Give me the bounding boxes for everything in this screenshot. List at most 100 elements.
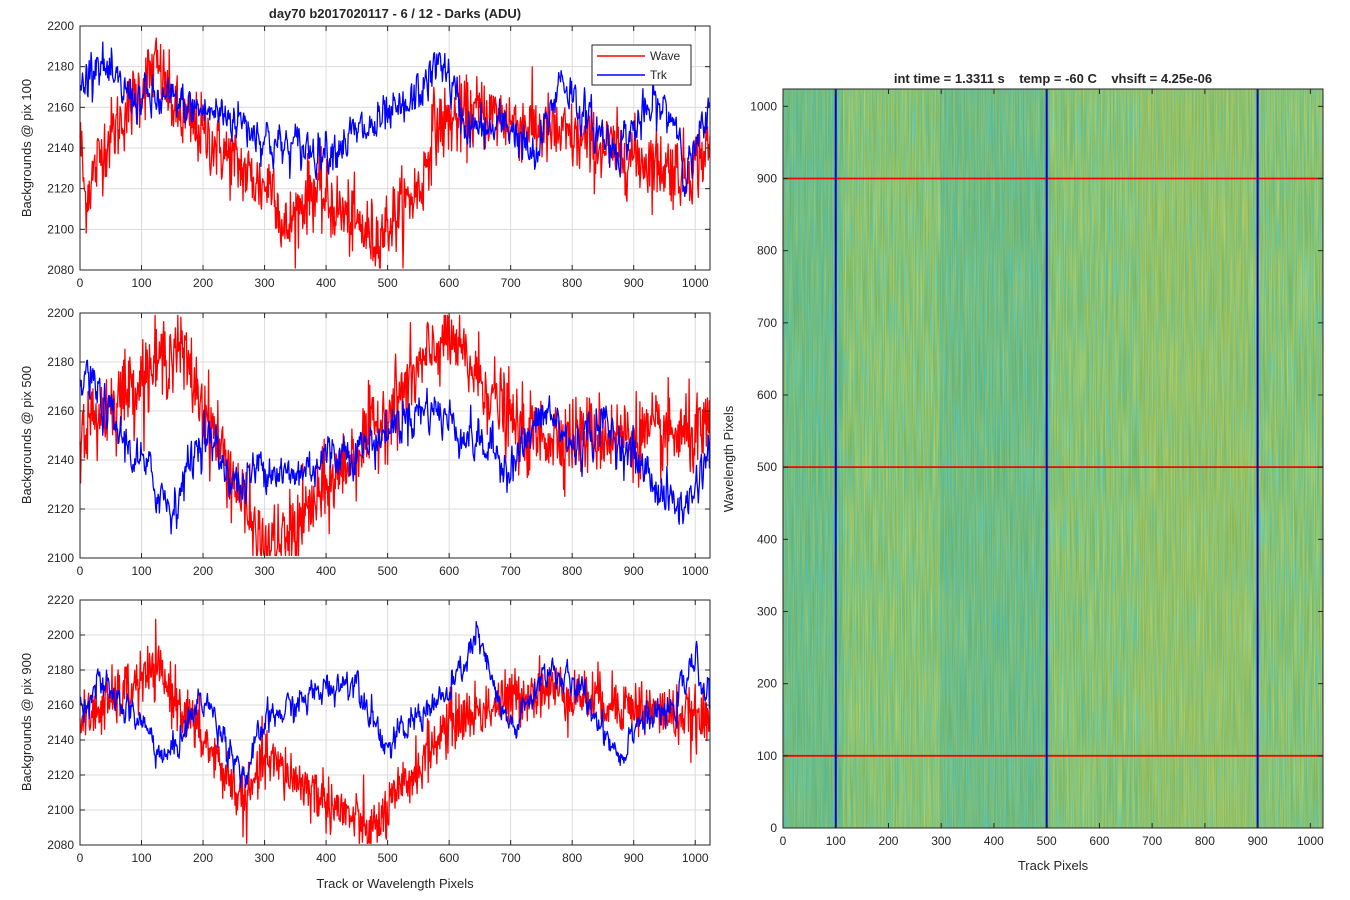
marker-lines — [783, 89, 1323, 828]
x-tick-label: 200 — [193, 564, 213, 578]
heatmap-texture-cyan — [783, 89, 1323, 828]
x-tick-label: 0 — [77, 564, 84, 578]
x-tick-label: 700 — [1142, 834, 1162, 848]
x-tick-label: 100 — [132, 564, 152, 578]
series-group — [79, 314, 711, 557]
heatmap-yellow-band-right — [1140, 89, 1250, 828]
legend-trk-label: Trk — [650, 68, 668, 82]
x-tick-label: 700 — [501, 851, 521, 865]
x-tick-label: 1000 — [1297, 834, 1324, 848]
x-tick-label: 0 — [77, 851, 84, 865]
y-tick-label: 2200 — [47, 19, 74, 33]
heatmap-cyan-band-mid — [940, 89, 1050, 828]
legend-box — [591, 44, 692, 86]
series-line-wave — [79, 314, 711, 557]
figure-title: day70 b2017020117 - 6 / 12 - Darks (ADU) — [269, 6, 521, 21]
x-tick-label: 1000 — [682, 564, 709, 578]
x-tick-label: 1000 — [682, 276, 709, 290]
x-tick-label: 600 — [439, 276, 459, 290]
y-tick-label: 2120 — [47, 768, 74, 782]
series-line-trk — [79, 359, 711, 535]
x-tick-label: 800 — [562, 276, 582, 290]
x-tick-label: 300 — [255, 564, 275, 578]
y-tick-label: 2080 — [47, 263, 74, 277]
x-tick-label: 600 — [439, 564, 459, 578]
y-tick-label: 2180 — [47, 663, 74, 677]
x-tick-label: 800 — [1195, 834, 1215, 848]
ticks: 0 100 200 300 400 500 600 700 800 900 1000 2080 2100… — [47, 19, 710, 290]
x-tick-label: 500 — [378, 276, 398, 290]
x-tick-label: 100 — [132, 851, 152, 865]
y-tick-label: 2160 — [47, 404, 74, 418]
x-tick-label: 400 — [316, 851, 336, 865]
series-line-trk — [79, 41, 711, 198]
y-axis-label: Wavelength Pixels — [721, 405, 736, 512]
panel-pix-500: 0 100 200 300 400 500 600 700 800 900 1000 2100 2120… — [19, 306, 711, 578]
x-tick-label: 300 — [255, 276, 275, 290]
y-tick-label: 500 — [757, 460, 777, 474]
y-tick-label: 2200 — [47, 306, 74, 320]
y-tick-label: 2140 — [47, 733, 74, 747]
y-tick-label: 400 — [757, 532, 777, 546]
x-tick-label: 200 — [878, 834, 898, 848]
x-tick-label: 800 — [562, 851, 582, 865]
image-title: int time = 1.3311 s temp = -60 C vhsift … — [894, 71, 1212, 86]
y-tick-label: 2180 — [47, 355, 74, 369]
legend-wave-label: Wave — [650, 49, 681, 63]
y-tick-label: 2140 — [47, 141, 74, 155]
series-line-wave — [79, 618, 711, 844]
y-tick-label: 2080 — [47, 838, 74, 852]
x-tick-label: 0 — [780, 834, 787, 848]
panel-pix-100: 0 100 200 300 400 500 600 700 800 900 1000 2080 2100… — [19, 19, 711, 290]
y-tick-label: 2100 — [47, 222, 74, 236]
ticks: 0 100 200 300 400 500 600 700 800 900 1000 2080 2100… — [47, 593, 710, 865]
x-tick-label: 700 — [501, 564, 521, 578]
ticks: 0 100 200 300 400 500 600 700 800 900 1000 2100 2120… — [47, 306, 710, 578]
y-tick-label: 200 — [757, 677, 777, 691]
x-tick-label: 800 — [562, 564, 582, 578]
x-tick-label: 300 — [255, 851, 275, 865]
y-tick-label: 2120 — [47, 502, 74, 516]
x-tick-label: 500 — [1037, 834, 1057, 848]
y-tick-label: 2160 — [47, 698, 74, 712]
y-tick-label: 800 — [757, 244, 777, 258]
x-tick-label: 300 — [931, 834, 951, 848]
x-tick-label: 600 — [439, 851, 459, 865]
y-axis-label: Backgrounds @ pix 100 — [19, 79, 34, 217]
x-tick-label: 200 — [193, 276, 213, 290]
y-tick-label: 0 — [770, 821, 777, 835]
x-tick-label: 1000 — [682, 851, 709, 865]
x-tick-label: 0 — [77, 276, 84, 290]
x-tick-label: 700 — [501, 276, 521, 290]
x-tick-label: 900 — [624, 276, 644, 290]
y-tick-label: 1000 — [750, 99, 777, 113]
x-tick-label: 400 — [316, 276, 336, 290]
y-tick-label: 700 — [757, 316, 777, 330]
x-tick-label: 900 — [624, 564, 644, 578]
x-axis-label: Track or Wavelength Pixels — [316, 876, 474, 891]
y-tick-label: 2140 — [47, 453, 74, 467]
x-tick-label: 100 — [826, 834, 846, 848]
x-tick-label: 500 — [378, 564, 398, 578]
x-tick-label: 400 — [316, 564, 336, 578]
x-axis-label: Track Pixels — [1018, 858, 1089, 873]
heatmap-image — [783, 89, 1323, 828]
y-tick-label: 600 — [757, 388, 777, 402]
y-tick-label: 2160 — [47, 100, 74, 114]
heatmap-cyan-band-left — [783, 89, 843, 828]
x-tick-label: 100 — [132, 276, 152, 290]
axes-box — [782, 88, 1324, 829]
y-tick-label: 100 — [757, 749, 777, 763]
legend: Wave Trk — [591, 44, 692, 86]
y-tick-label: 2200 — [47, 628, 74, 642]
series-group — [79, 37, 711, 269]
x-tick-label: 900 — [624, 851, 644, 865]
ticks: 0 100 200 300 400 500 600 700 800 900 1000 0 100 200 3… — [750, 89, 1324, 848]
series-group — [79, 618, 711, 844]
y-axis-label: Backgrounds @ pix 500 — [19, 366, 34, 504]
x-tick-label: 200 — [193, 851, 213, 865]
x-tick-label: 900 — [1248, 834, 1268, 848]
y-axis-label: Backgrounds @ pix 900 — [19, 653, 34, 791]
x-tick-label: 500 — [378, 851, 398, 865]
